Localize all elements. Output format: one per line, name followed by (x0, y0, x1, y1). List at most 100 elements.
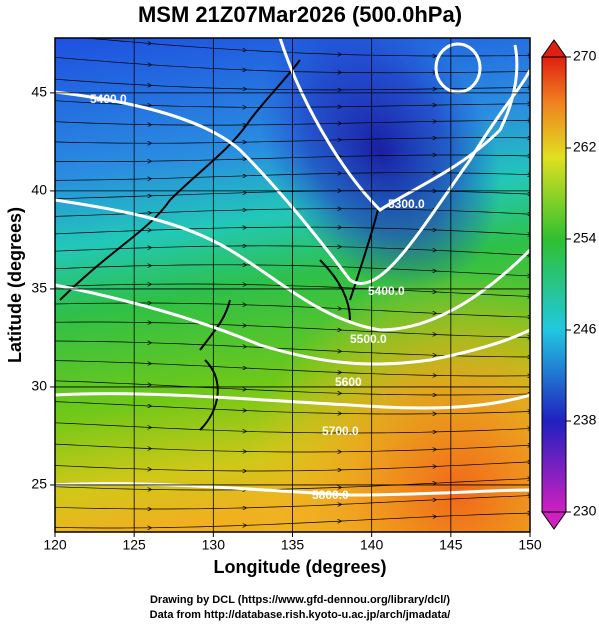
streamline (149, 43, 246, 51)
footer-line: Data from http://database.rish.kyoto-u.a… (150, 609, 451, 621)
colorbar-tick-label: 230 (573, 503, 597, 519)
streamline (339, 517, 436, 522)
streamline (339, 393, 436, 395)
streamline (244, 173, 341, 177)
x-tick-label: 135 (281, 537, 305, 553)
streamline (55, 284, 151, 287)
streamline (244, 504, 341, 509)
streamline (55, 121, 151, 125)
streamline (149, 64, 246, 70)
streamline (339, 372, 436, 376)
colorbar-tick-label: 262 (573, 139, 597, 155)
streamline (339, 449, 436, 453)
streamline (55, 507, 151, 509)
streamline (55, 266, 151, 270)
streamline (339, 308, 436, 314)
streamline (244, 389, 341, 393)
streamline (339, 209, 436, 211)
streamline (244, 49, 341, 54)
contour-label: 5400.0 (368, 284, 405, 298)
colorbar-max-triangle (541, 39, 567, 58)
streamline (244, 123, 341, 125)
x-tick-label: 140 (360, 537, 384, 553)
contour-label: 5600 (335, 375, 362, 389)
streamline (244, 156, 341, 160)
streamline (55, 443, 151, 449)
streamline (149, 448, 246, 452)
streamline (339, 121, 436, 124)
streamline (55, 196, 151, 199)
streamline (149, 284, 246, 285)
y-tick-label: 45 (31, 84, 47, 100)
streamline (244, 284, 341, 288)
streamline (339, 329, 436, 335)
streamline (340, 432, 436, 433)
streamline (339, 466, 436, 471)
streamline (55, 380, 151, 385)
streamline (339, 155, 436, 157)
streamline (149, 525, 246, 529)
y-tick-label: 25 (31, 476, 47, 492)
streamline (339, 246, 436, 251)
contour-label: 5500.0 (350, 332, 387, 346)
field: 5400.0 5300.0 5400.0 5500.0 5600 5700.0 5800.0 (55, 38, 530, 532)
coastline (59, 59, 379, 431)
streamline (149, 105, 246, 107)
x-tick-label: 125 (122, 537, 146, 553)
streamline (149, 176, 246, 180)
streamline (244, 410, 341, 414)
contour-label: 5700.0 (322, 424, 359, 438)
streamline (149, 342, 246, 347)
streamline (244, 325, 341, 331)
streamline (245, 470, 341, 471)
streamline (149, 210, 246, 214)
streamline (244, 521, 341, 526)
streamline (244, 367, 341, 373)
streamline (149, 490, 246, 491)
streamline (55, 401, 151, 407)
streamline (339, 105, 436, 107)
streamline (149, 159, 246, 162)
y-axis-label: Latitude (degrees) (5, 207, 25, 363)
streamline (82, 38, 151, 43)
streamline (339, 483, 436, 488)
colorbar-tick-label: 246 (573, 321, 597, 337)
x-tick-label: 150 (518, 537, 542, 553)
streamline (149, 265, 246, 266)
streamline (55, 230, 151, 235)
streamline (149, 427, 246, 431)
streamline (244, 304, 341, 309)
streamline (55, 422, 151, 428)
streamlines (55, 38, 530, 529)
streamline (55, 142, 151, 143)
cold-trough (258, 38, 502, 292)
streamline (149, 405, 246, 411)
streamline (244, 346, 341, 352)
colorbar-tick-label: 254 (573, 230, 597, 246)
streamline (339, 350, 436, 355)
streamline (339, 500, 436, 505)
streamline (55, 78, 151, 85)
streamline (55, 486, 151, 490)
streamline (244, 89, 341, 90)
colorbar-tick-label: 238 (573, 412, 597, 428)
x-axis-label: Longitude (degrees) (213, 557, 386, 577)
grid (55, 38, 530, 532)
streamline (244, 452, 341, 453)
contour-label: 5300.0 (388, 197, 425, 211)
contour-labels: 5400.0 5300.0 5400.0 5500.0 5600 5700.0 5800.0 (90, 92, 425, 502)
streamline (55, 161, 151, 162)
streamline (55, 465, 151, 470)
streamline (55, 341, 151, 343)
x-tick-label: 120 (43, 537, 67, 553)
streamline (55, 56, 151, 65)
streamline (244, 431, 341, 433)
x-tick-label: 130 (202, 537, 226, 553)
streamline (149, 363, 246, 369)
colorbar (541, 56, 567, 513)
contour-label: 5400.0 (90, 92, 127, 106)
streamline (149, 228, 246, 231)
streamline (55, 360, 151, 364)
x-tick-label: 145 (439, 537, 463, 553)
